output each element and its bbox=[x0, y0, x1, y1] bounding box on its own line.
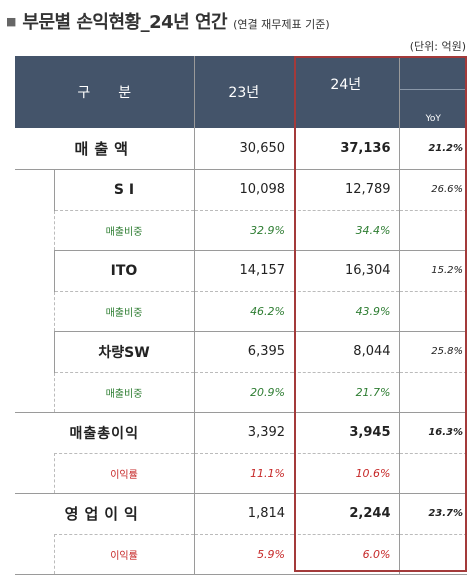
row-label-gross-margin: 이익률 bbox=[53, 452, 195, 493]
table-row-si-ratio: 매출비중 32.9% 34.4% bbox=[15, 209, 468, 250]
header-row: 구분 23년 24년 YoY bbox=[15, 56, 468, 128]
ito-24: 16,304 bbox=[293, 249, 400, 291]
table-row-ito: ITO 14,157 16,304 15.2% bbox=[15, 249, 468, 291]
page-title: ■ 부문별 손익현황_24년 연간 (연결 재무제표 기준) bbox=[6, 8, 330, 36]
ito-ratio-24: 43.9% bbox=[293, 290, 400, 331]
table-row-revenue: 매출액 30,650 37,136 21.2% bbox=[15, 128, 468, 169]
ito-ratio-yoy-empty bbox=[398, 290, 468, 331]
vehicle-sw-24: 8,044 bbox=[293, 330, 400, 372]
indent-spacer bbox=[15, 168, 54, 412]
vehicle-sw-ratio-23: 20.9% bbox=[193, 371, 294, 412]
table-row-operating-profit: 영업이익 1,814 2,244 23.7% bbox=[15, 492, 468, 534]
header-category: 구분 bbox=[15, 56, 195, 128]
header-23: 23년 bbox=[193, 56, 294, 128]
square-bullet-icon: ■ bbox=[6, 15, 17, 28]
gross-profit-yoy: 16.3% bbox=[398, 411, 468, 453]
gross-margin-yoy-empty bbox=[398, 452, 468, 493]
table-row-ito-ratio: 매출비중 46.2% 43.9% bbox=[15, 290, 468, 331]
gross-margin-24: 10.6% bbox=[293, 452, 400, 493]
operating-margin-23: 5.9% bbox=[193, 533, 294, 575]
row-label-operating-margin: 이익률 bbox=[53, 533, 195, 575]
gross-margin-23: 11.1% bbox=[193, 452, 294, 493]
header-yoy-divider bbox=[399, 89, 468, 90]
si-ratio-yoy-empty bbox=[398, 209, 468, 250]
table-row-vehicle-sw-ratio: 매출비중 20.9% 21.7% bbox=[15, 371, 468, 412]
operating-profit-yoy: 23.7% bbox=[398, 492, 468, 534]
row-label-gross-profit: 매출총이익 bbox=[15, 411, 195, 453]
vehicle-sw-yoy: 25.8% bbox=[398, 330, 468, 372]
revenue-yoy: 21.2% bbox=[398, 128, 468, 169]
title-sub: (연결 재무제표 기준) bbox=[233, 18, 330, 31]
ito-yoy: 15.2% bbox=[398, 249, 468, 291]
si-23: 10,098 bbox=[193, 168, 294, 210]
ito-ratio-23: 46.2% bbox=[193, 290, 294, 331]
vehicle-sw-23: 6,395 bbox=[193, 330, 294, 372]
segment-pl-table: 구분 23년 24년 YoY 매출액 30,650 37,136 21.2% S… bbox=[15, 56, 468, 575]
operating-profit-23: 1,814 bbox=[193, 492, 294, 534]
row-label-ito: ITO bbox=[53, 249, 195, 291]
gross-profit-23: 3,392 bbox=[193, 411, 294, 453]
table-row-si: S I 10,098 12,789 26.6% bbox=[15, 168, 468, 412]
row-label-si: S I bbox=[53, 168, 195, 210]
revenue-24: 37,136 bbox=[340, 140, 391, 156]
vehicle-sw-ratio-yoy-empty bbox=[398, 371, 468, 412]
ito-23: 14,157 bbox=[193, 249, 294, 291]
vehicle-sw-ratio-24: 21.7% bbox=[293, 371, 400, 412]
table-row-vehicle-sw: 차량SW 6,395 8,044 25.8% bbox=[15, 330, 468, 372]
indent-spacer-gross bbox=[15, 453, 54, 493]
operating-profit-24: 2,244 bbox=[293, 492, 400, 534]
row-label-vehicle-sw-ratio: 매출비중 bbox=[53, 371, 195, 412]
table-row-gross-profit: 매출총이익 3,392 3,945 16.3% bbox=[15, 411, 468, 453]
header-yoy-label: YoY bbox=[425, 114, 441, 124]
si-ratio-24: 34.4% bbox=[293, 209, 400, 250]
row-label-revenue: 매출액 bbox=[74, 139, 134, 158]
indent-spacer-op bbox=[15, 534, 54, 575]
row-label-operating-profit: 영업이익 bbox=[15, 492, 195, 534]
row-label-vehicle-sw: 차량SW bbox=[53, 330, 195, 372]
row-label-ito-ratio: 매출비중 bbox=[53, 290, 195, 331]
header-yoy: YoY bbox=[398, 56, 468, 128]
si-yoy: 26.6% bbox=[398, 168, 468, 210]
table-row-operating-margin: 이익률 5.9% 6.0% bbox=[15, 533, 468, 575]
operating-margin-yoy-empty bbox=[398, 533, 468, 575]
unit-label: (단위: 억원) bbox=[409, 40, 466, 53]
revenue-23: 30,650 bbox=[193, 128, 294, 169]
si-ratio-23: 32.9% bbox=[193, 209, 294, 250]
table-row-gross-margin: 이익률 11.1% 10.6% bbox=[15, 452, 468, 493]
gross-profit-24: 3,945 bbox=[293, 411, 400, 453]
operating-margin-24: 6.0% bbox=[293, 533, 400, 575]
header-24: 24년 bbox=[293, 56, 400, 128]
title-main: 부문별 손익현황_24년 연간 bbox=[22, 12, 228, 33]
si-24: 12,789 bbox=[293, 168, 400, 210]
row-label-si-ratio: 매출비중 bbox=[53, 209, 195, 250]
